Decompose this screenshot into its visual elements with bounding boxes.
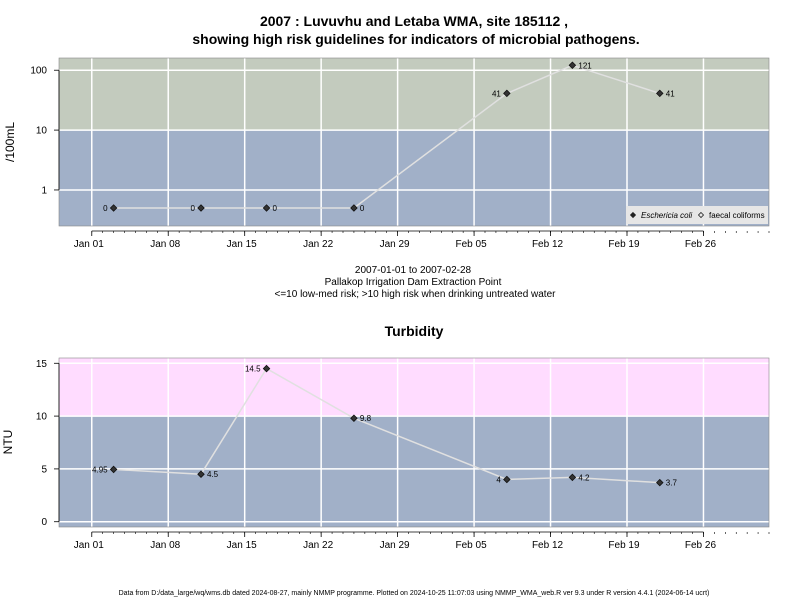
caption-date-range: 2007-01-01 to 2007-02-28: [355, 265, 472, 276]
chart1-x-tick-label: Feb 26: [685, 239, 717, 250]
chart1-data-label: 0: [273, 204, 278, 213]
chart1-data-label: 41: [492, 89, 501, 98]
chart1-data-point: [568, 61, 577, 70]
chart1-title-line1: 2007 : Luvuvhu and Letaba WMA, site 1851…: [260, 13, 568, 29]
chart1-x-tick-label: Jan 08: [150, 239, 180, 250]
chart2-data-point: [568, 473, 577, 482]
chart2-data-point: [262, 364, 271, 373]
chart1-y-tick-label: 10: [36, 126, 48, 137]
chart1-x-tick-label: Jan 22: [303, 239, 333, 250]
chart2-x-tick-label: Feb 12: [532, 540, 564, 551]
chart2-data-label: 4.95: [92, 465, 108, 474]
chart2-data-label: 4.5: [207, 470, 219, 479]
chart2-data-label: 3.7: [666, 479, 678, 488]
chart2-y-tick-label: 5: [41, 464, 47, 475]
chart2-y-tick-label: 10: [36, 412, 48, 423]
chart2-data-label: 4: [496, 475, 501, 484]
chart2-plot: 0 5 10 15 Jan 01 Jan 08 Jan 15 Jan 22 Jan 29 Feb …: [36, 357, 770, 551]
chart1-y-tick-label: 1: [41, 185, 47, 196]
chart2-data-point: [197, 470, 205, 478]
chart1-x-tick-label: Feb 19: [608, 239, 640, 250]
chart2-y-axis-label: NTU: [1, 430, 15, 455]
chart2-data-point: [350, 414, 358, 422]
chart1-data-point: [109, 204, 118, 212]
chart1-title-line2: showing high risk guidelines for indicat…: [192, 31, 639, 47]
chart2-data-label: 4.2: [578, 473, 590, 482]
chart2-x-tick-label: Jan 01: [74, 540, 104, 551]
chart1-data-point: [656, 89, 664, 98]
caption-risk-note: <=10 low-med risk; >10 high risk when dr…: [275, 289, 557, 300]
chart1-x-tick-label: Feb 05: [456, 239, 488, 250]
chart2-x-tick-label: Jan 08: [150, 540, 180, 551]
chart2-data-label: 9.8: [360, 414, 372, 423]
chart1-y-tick-label: 100: [30, 66, 47, 77]
chart1-legend-marker: [697, 211, 705, 219]
chart1-data-point: [197, 204, 205, 212]
chart1-data-label: 0: [103, 204, 108, 213]
chart1-legend-box: [626, 206, 768, 224]
footer-note: Data from D:/data_large/wq/wms.db dated …: [119, 590, 710, 597]
chart1-data-label: 121: [578, 61, 592, 70]
chart2-x-tick-label: Jan 15: [227, 540, 257, 551]
chart2-x-tick-label: Jan 29: [380, 540, 410, 551]
chart1-x-tick-label: Jan 15: [227, 239, 257, 250]
chart1-data-label: 41: [666, 89, 675, 98]
chart2-data-point: [656, 478, 664, 487]
chart1-legend-label: Eschericia coli: [641, 211, 692, 220]
chart1-data-point: [262, 204, 271, 212]
chart1-x-tick-label: Jan 29: [380, 239, 410, 250]
chart2-x-tick-label: Feb 05: [456, 540, 488, 551]
chart2-x-tick-label: Feb 26: [685, 540, 717, 551]
chart1-data-point: [503, 89, 511, 98]
chart1-legend-marker: [629, 211, 637, 219]
chart2-y-tick-label: 0: [41, 517, 47, 528]
chart2-title: Turbidity: [385, 323, 444, 339]
chart2-high-risk-band: [59, 358, 769, 417]
chart2-y-tick-label: 15: [36, 359, 48, 370]
chart2-data-point: [503, 475, 511, 484]
chart2-data-label: 14.5: [245, 365, 261, 374]
chart1-y-axis-label: /100mL: [3, 122, 17, 162]
chart1-plot: 1 10 100 Jan 01 Jan 08 Jan 15 Jan 22 Jan 29 Feb …: [30, 57, 770, 250]
chart1-data-label: 0: [191, 204, 196, 213]
chart1-data-point: [350, 204, 358, 212]
chart1-data-label: 0: [360, 204, 365, 213]
chart1-x-tick-label: Feb 12: [532, 239, 564, 250]
caption-site-name: Pallakop Irrigation Dam Extraction Point: [325, 277, 502, 288]
chart2-data-point: [109, 465, 118, 474]
chart1-legend-label: faecal coliforms: [709, 211, 765, 220]
chart2-x-tick-label: Jan 22: [303, 540, 333, 551]
chart2-low-risk-band: [59, 416, 769, 527]
chart1-x-tick-label: Jan 01: [74, 239, 104, 250]
chart2-x-tick-label: Feb 19: [608, 540, 640, 551]
